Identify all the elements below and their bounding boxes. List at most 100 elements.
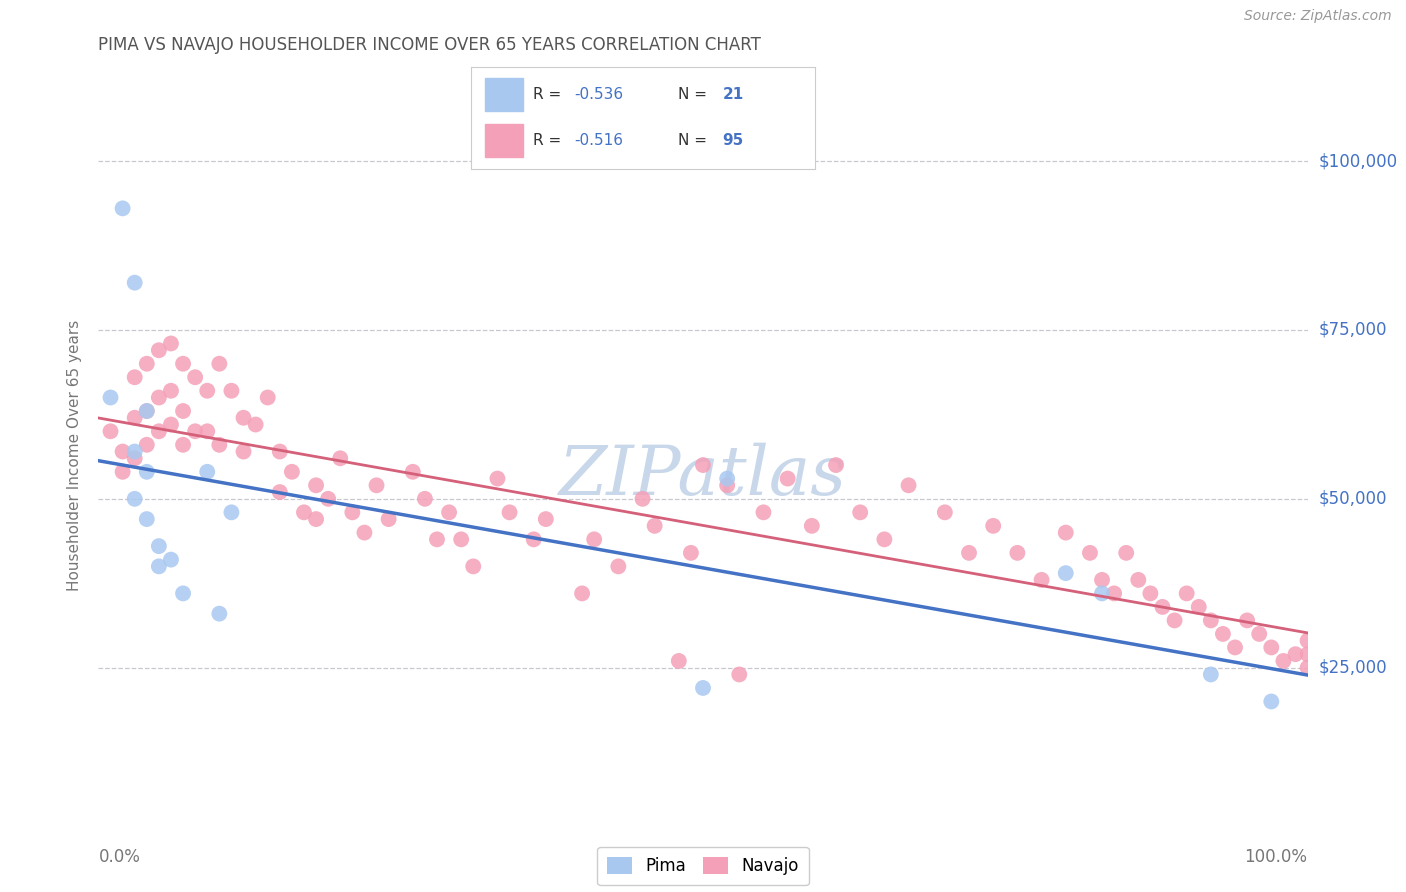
Point <box>135 404 157 418</box>
Point <box>1296 647 1319 661</box>
Point <box>377 512 399 526</box>
Text: PIMA VS NAVAJO HOUSEHOLDER INCOME OVER 65 YEARS CORRELATION CHART: PIMA VS NAVAJO HOUSEHOLDER INCOME OVER 6… <box>98 36 761 54</box>
Point <box>716 478 738 492</box>
Point <box>124 491 146 506</box>
Point <box>897 478 920 492</box>
Text: ZIPatlas: ZIPatlas <box>560 442 846 509</box>
Point <box>195 384 218 398</box>
Point <box>1091 586 1114 600</box>
Point <box>1296 633 1319 648</box>
Point <box>873 533 896 547</box>
Point <box>305 512 328 526</box>
Point <box>124 444 146 458</box>
Point <box>221 384 243 398</box>
Point <box>208 607 231 621</box>
Point <box>1272 654 1295 668</box>
Point <box>1128 573 1150 587</box>
Point <box>534 512 557 526</box>
Point <box>1054 525 1077 540</box>
Point <box>1175 586 1198 600</box>
Point <box>148 391 170 405</box>
Point <box>111 444 134 458</box>
Point <box>1031 573 1053 587</box>
Point <box>232 410 254 425</box>
Point <box>135 438 157 452</box>
Point <box>1199 614 1222 628</box>
Point <box>957 546 980 560</box>
Point <box>269 485 291 500</box>
Point <box>402 465 425 479</box>
Point <box>124 276 146 290</box>
Point <box>426 533 449 547</box>
Point <box>1296 661 1319 675</box>
Point <box>1212 627 1234 641</box>
Point <box>1188 599 1211 614</box>
Point <box>1223 640 1246 655</box>
Point <box>111 465 134 479</box>
Point <box>160 552 183 566</box>
Point <box>135 404 157 418</box>
Point <box>413 491 436 506</box>
Point <box>124 451 146 466</box>
Point <box>148 424 170 438</box>
Point <box>124 370 146 384</box>
Point <box>498 505 520 519</box>
Point <box>583 533 606 547</box>
Point <box>148 343 170 358</box>
Text: -0.536: -0.536 <box>575 87 623 102</box>
Point <box>692 458 714 472</box>
Bar <box>485 124 523 157</box>
Point <box>1078 546 1101 560</box>
Text: Source: ZipAtlas.com: Source: ZipAtlas.com <box>1244 9 1392 23</box>
Point <box>486 472 509 486</box>
Point <box>1152 599 1174 614</box>
Point <box>1260 640 1282 655</box>
Point <box>316 491 339 506</box>
Text: R =: R = <box>533 87 567 102</box>
Y-axis label: Householder Income Over 65 years: Householder Income Over 65 years <box>67 319 83 591</box>
Point <box>1284 647 1306 661</box>
Point <box>208 438 231 452</box>
Text: 100.0%: 100.0% <box>1244 848 1308 866</box>
Point <box>1260 694 1282 708</box>
Point <box>124 410 146 425</box>
Text: $75,000: $75,000 <box>1319 321 1388 339</box>
Point <box>172 357 194 371</box>
Point <box>111 202 134 216</box>
Point <box>1236 614 1258 628</box>
Point <box>450 533 472 547</box>
Point <box>208 357 231 371</box>
Point <box>342 505 364 519</box>
Point <box>728 667 751 681</box>
Point <box>1199 667 1222 681</box>
Point <box>631 491 654 506</box>
Point <box>135 465 157 479</box>
Point <box>644 519 666 533</box>
Point <box>172 586 194 600</box>
Point <box>195 424 218 438</box>
Legend: Pima, Navajo: Pima, Navajo <box>598 847 808 885</box>
Point <box>135 512 157 526</box>
Point <box>148 539 170 553</box>
Point <box>366 478 388 492</box>
Point <box>716 472 738 486</box>
Point <box>668 654 690 668</box>
Text: $50,000: $50,000 <box>1319 490 1388 508</box>
Point <box>849 505 872 519</box>
Point <box>1091 573 1114 587</box>
Point <box>221 505 243 519</box>
Point <box>1054 566 1077 581</box>
Point <box>463 559 485 574</box>
Point <box>679 546 702 560</box>
Point <box>232 444 254 458</box>
Point <box>1115 546 1137 560</box>
Point <box>281 465 304 479</box>
Point <box>934 505 956 519</box>
Text: -0.516: -0.516 <box>575 133 623 148</box>
Point <box>692 681 714 695</box>
Point <box>100 391 122 405</box>
Point <box>1102 586 1125 600</box>
Point <box>981 519 1004 533</box>
Text: 95: 95 <box>723 133 744 148</box>
Point <box>184 424 207 438</box>
